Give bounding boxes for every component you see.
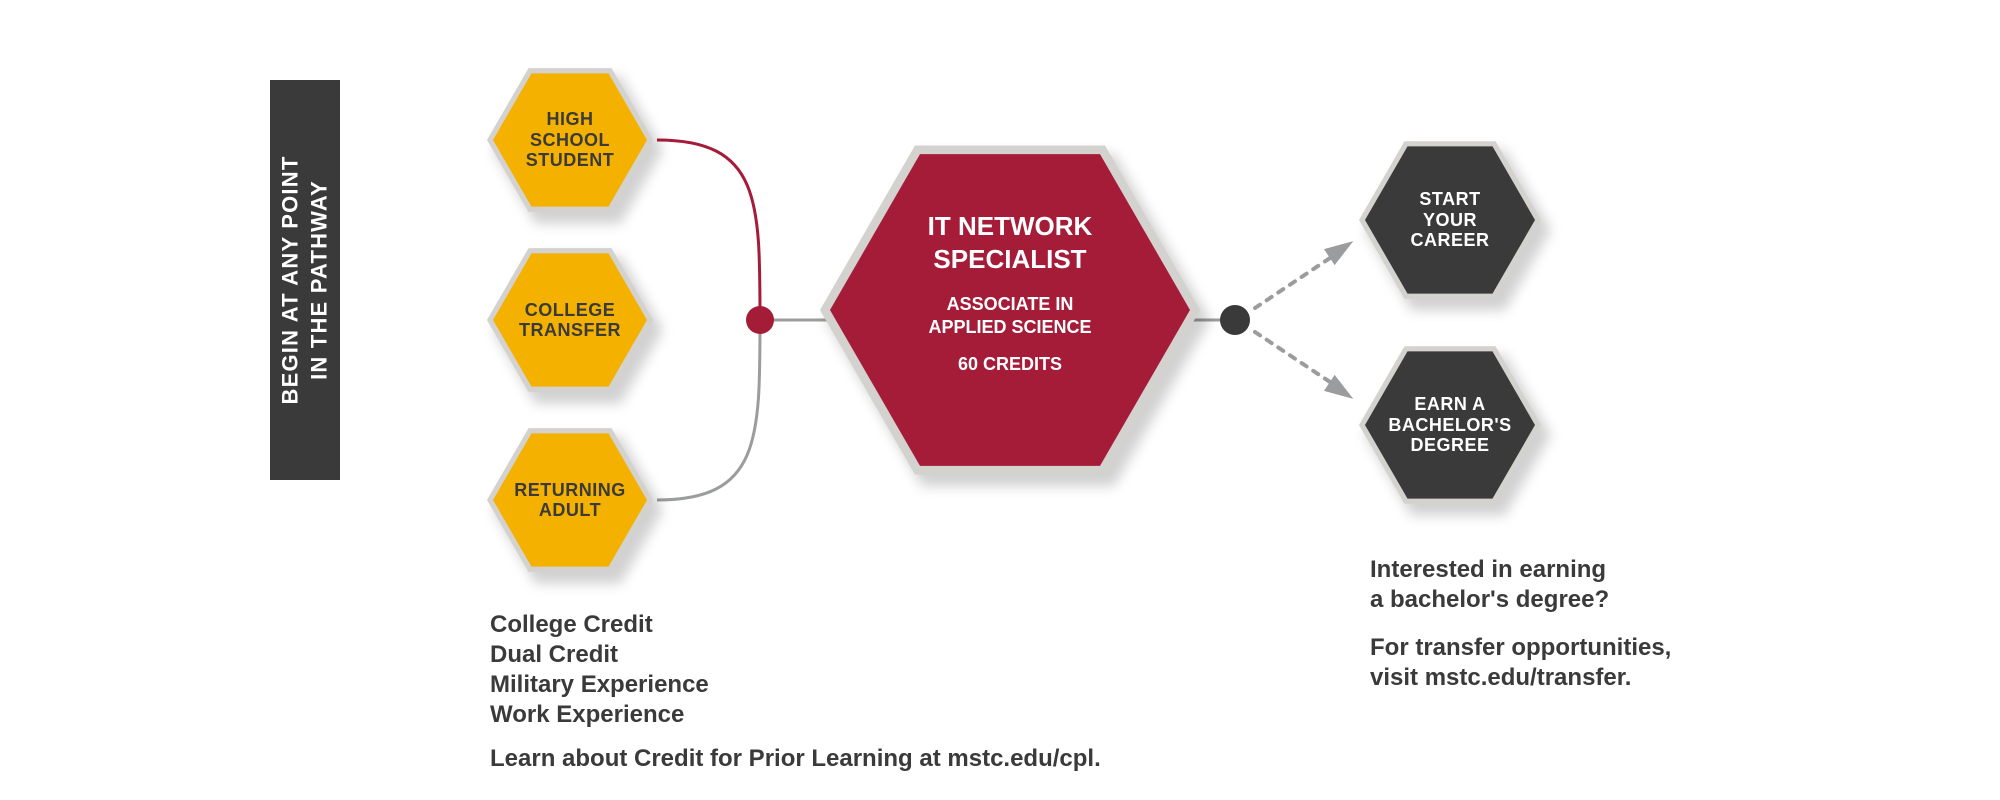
hex-returning-label: RETURNINGADULT xyxy=(508,480,631,521)
cpl-footer: Learn about Credit for Prior Learning at… xyxy=(490,745,1101,773)
pathway-infographic: BEGIN AT ANY POINT IN THE PATHWAY HIGHSC… xyxy=(0,0,2000,800)
hex-bachelor-label: EARN ABACHELOR'SDEGREE xyxy=(1369,394,1531,456)
prior-learning-item-3: Work Experience xyxy=(490,700,709,730)
center-hex-label: IT NETWORKSPECIALIST ASSOCIATE INAPPLIED … xyxy=(840,210,1180,374)
prior-learning-item-0: College Credit xyxy=(490,610,709,640)
hex-career-label: STARTYOURCAREER xyxy=(1369,189,1531,251)
center-hex-sub2: 60 CREDITS xyxy=(840,354,1180,375)
hex-highschool-label: HIGHSCHOOLSTUDENT xyxy=(508,109,631,171)
transfer-para-2: For transfer opportunities,visit mstc.ed… xyxy=(1370,633,1671,693)
side-banner-line1: BEGIN AT ANY POINT xyxy=(276,156,305,405)
center-hex-title: IT NETWORKSPECIALIST xyxy=(840,210,1180,275)
side-banner-line2: IN THE PATHWAY xyxy=(305,156,334,405)
transfer-para-1: Interested in earninga bachelor's degree… xyxy=(1370,555,1671,615)
bottom-right-text: Interested in earninga bachelor's degree… xyxy=(1370,555,1671,693)
bottom-left-text: College CreditDual CreditMilitary Experi… xyxy=(490,610,709,730)
side-banner: BEGIN AT ANY POINT IN THE PATHWAY xyxy=(270,80,340,480)
center-hex-sub1: ASSOCIATE INAPPLIED SCIENCE xyxy=(840,293,1180,340)
side-banner-text: BEGIN AT ANY POINT IN THE PATHWAY xyxy=(276,156,333,405)
prior-learning-item-2: Military Experience xyxy=(490,670,709,700)
prior-learning-item-1: Dual Credit xyxy=(490,640,709,670)
hex-college-label: COLLEGETRANSFER xyxy=(508,300,631,341)
